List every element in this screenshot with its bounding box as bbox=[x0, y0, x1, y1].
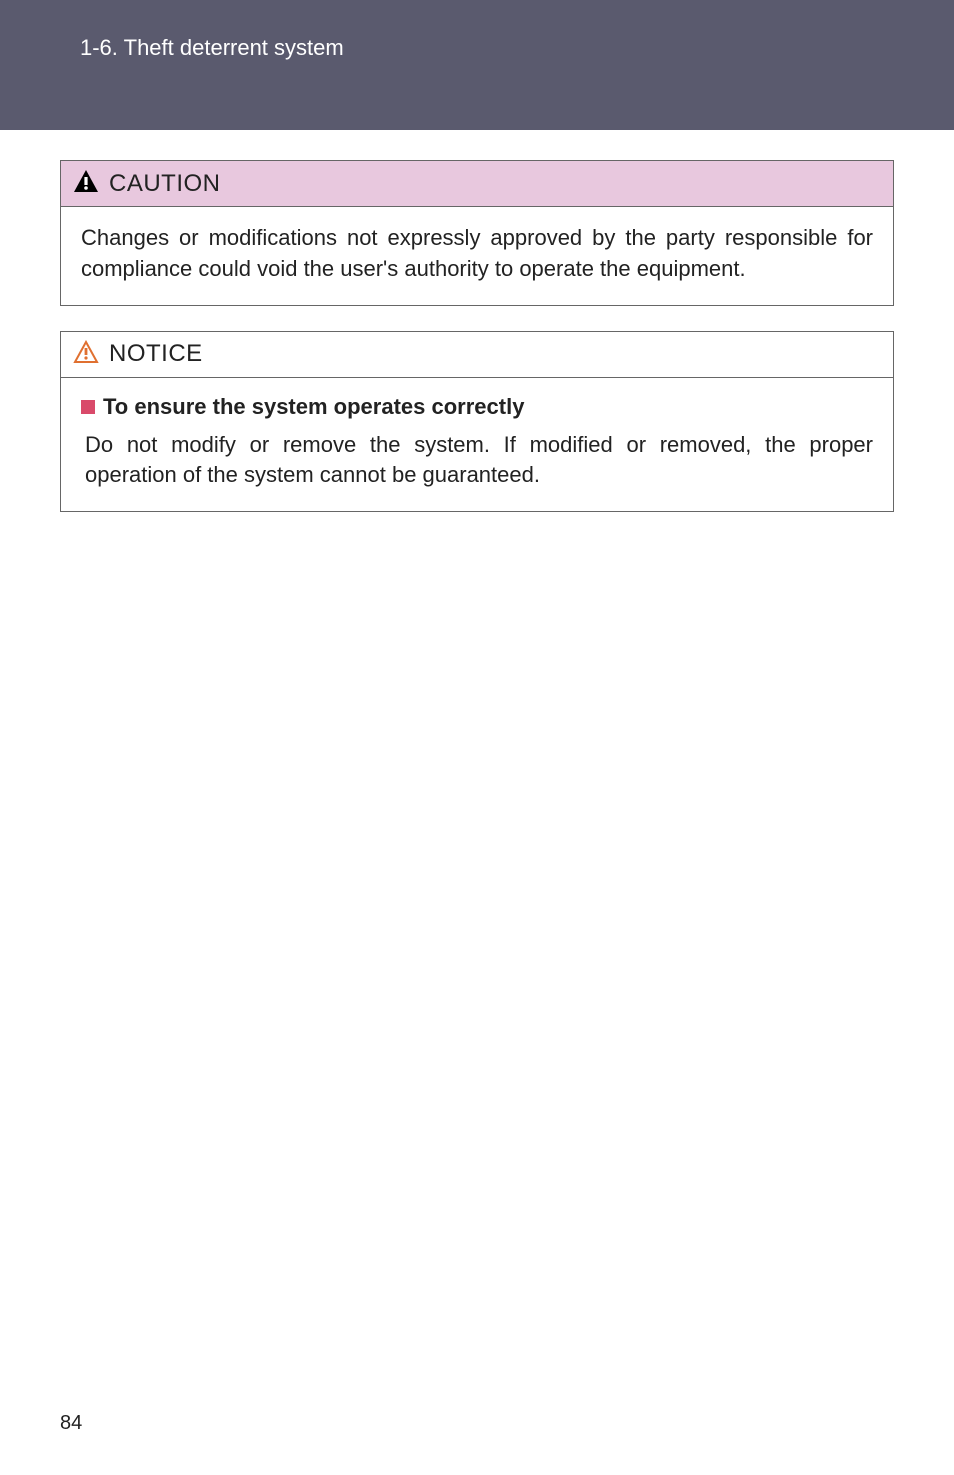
square-bullet-icon bbox=[81, 400, 95, 414]
content-area: CAUTION Changes or modifications not exp… bbox=[0, 130, 954, 512]
caution-header: CAUTION bbox=[61, 161, 893, 207]
warning-triangle-outline-icon bbox=[73, 340, 99, 369]
notice-text: Do not modify or remove the system. If m… bbox=[81, 430, 873, 492]
notice-subhead: To ensure the system operates correctly bbox=[103, 394, 524, 420]
notice-title: NOTICE bbox=[109, 340, 203, 368]
caution-box: CAUTION Changes or modifications not exp… bbox=[60, 160, 894, 306]
section-header: 1-6. Theft deterrent system bbox=[80, 35, 954, 61]
notice-header: NOTICE bbox=[61, 332, 893, 378]
caution-text: Changes or modifications not expressly a… bbox=[81, 223, 873, 285]
caution-body: Changes or modifications not expressly a… bbox=[61, 207, 893, 305]
page-number: 84 bbox=[60, 1412, 82, 1435]
caution-title: CAUTION bbox=[109, 170, 221, 198]
notice-box: NOTICE To ensure the system operates cor… bbox=[60, 331, 894, 513]
notice-subhead-row: To ensure the system operates correctly bbox=[81, 394, 873, 420]
notice-body: To ensure the system operates correctly … bbox=[61, 378, 893, 512]
warning-triangle-filled-icon bbox=[73, 169, 99, 198]
header-band: 1-6. Theft deterrent system bbox=[0, 0, 954, 130]
